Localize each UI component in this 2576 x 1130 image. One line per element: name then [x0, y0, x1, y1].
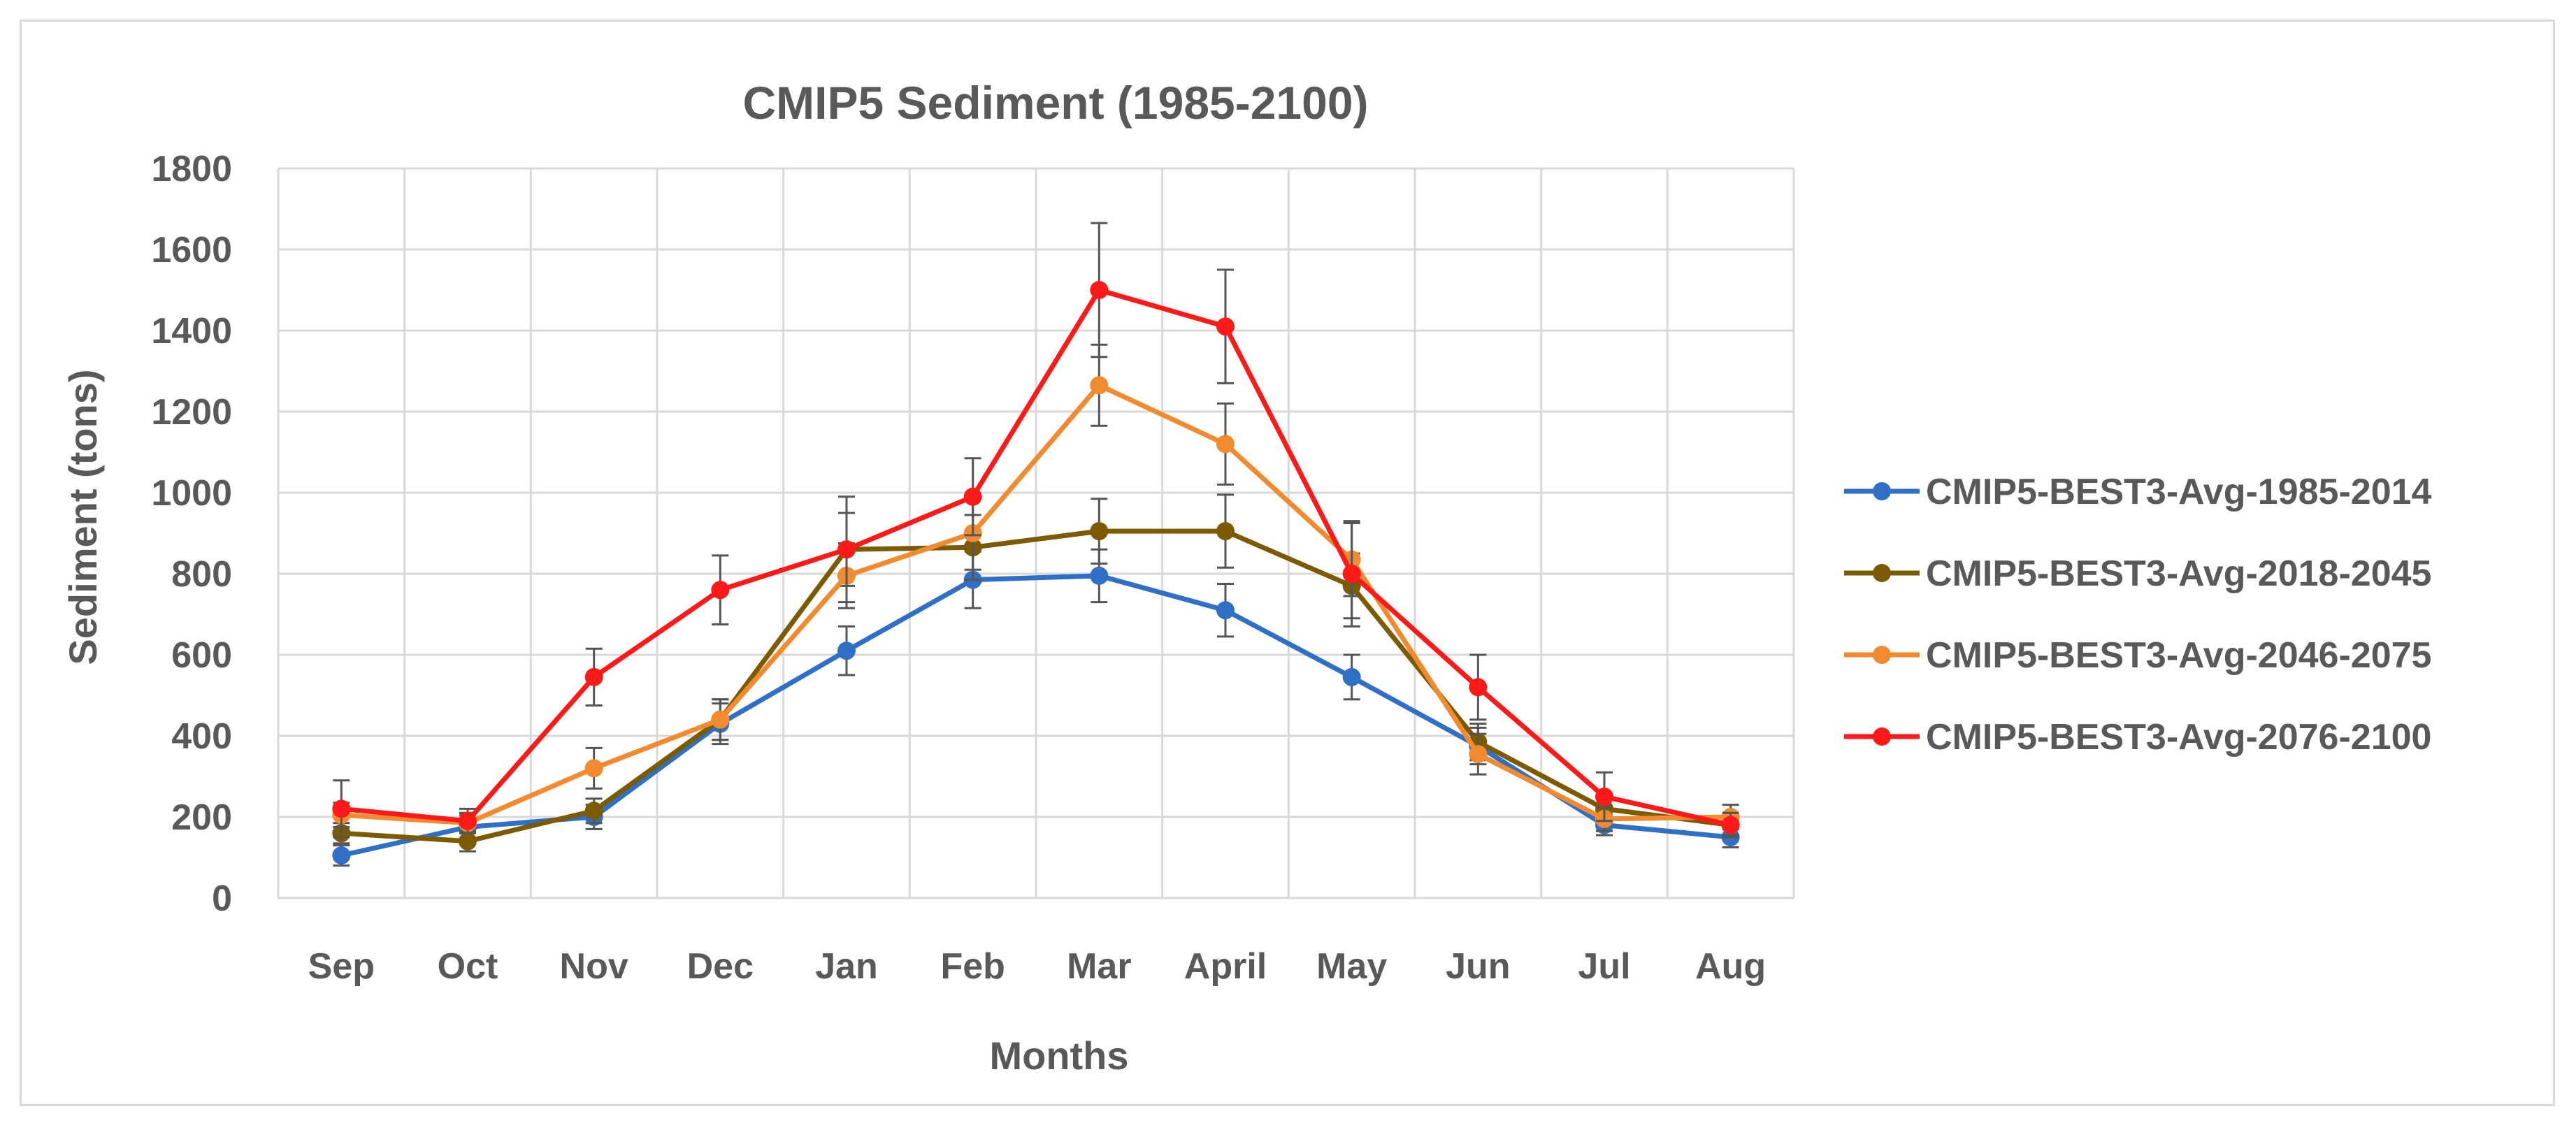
legend-swatch-marker: [1873, 564, 1891, 582]
y-tick-1200: 1200: [151, 392, 232, 433]
data-point-nov: [584, 667, 603, 686]
chart-frame: [20, 20, 2555, 1106]
y-tick-0: 0: [212, 878, 232, 919]
legend-swatch-marker: [1873, 646, 1891, 664]
data-point-jun: [1469, 678, 1488, 697]
data-point-dec: [711, 710, 730, 729]
legend-item-2: CMIP5-BEST3-Avg-2018-2045: [1844, 553, 2431, 594]
legend-label: CMIP5-BEST3-Avg-1985-2014: [1926, 472, 2432, 512]
data-point-jul: [1595, 788, 1613, 806]
x-tick-feb: Feb: [940, 946, 1005, 987]
y-tick-1000: 1000: [151, 473, 232, 514]
data-point-april: [1216, 522, 1235, 541]
x-tick-jun: Jun: [1446, 946, 1510, 987]
series-line: [341, 528, 1732, 844]
data-point-mar: [1090, 376, 1109, 395]
y-tick-800: 800: [171, 554, 232, 595]
data-point-nov: [584, 802, 603, 820]
x-tick-april: April: [1184, 946, 1267, 987]
chart-title: CMIP5 Sediment (1985-2100): [742, 77, 1368, 129]
data-point-may: [1342, 667, 1361, 686]
data-point-jan: [837, 642, 856, 660]
data-point-oct: [459, 811, 477, 830]
legend-label: CMIP5-BEST3-Avg-2076-2100: [1926, 717, 2431, 758]
y-tick-1400: 1400: [151, 311, 232, 352]
series-line: [341, 382, 1731, 826]
legend-label: CMIP5-BEST3-Avg-2018-2045: [1926, 553, 2431, 594]
legend: CMIP5-BEST3-Avg-1985-2014 CMIP5-BEST3-Avg…: [1844, 472, 2432, 758]
series-4: [332, 222, 1740, 839]
legend-item-3: CMIP5-BEST3-Avg-2046-2075: [1844, 635, 2431, 676]
legend-label: CMIP5-BEST3-Avg-2046-2075: [1926, 635, 2431, 676]
data-point-mar: [1090, 566, 1109, 585]
data-point-mar: [1090, 281, 1109, 299]
data-point-oct: [459, 832, 477, 850]
x-tick-jan: Jan: [815, 946, 878, 987]
y-tick-400: 400: [171, 716, 232, 757]
x-tick-dec: Dec: [687, 946, 754, 987]
series-line: [340, 573, 1732, 858]
grid-lines: [277, 167, 1795, 899]
series-group: [332, 222, 1740, 867]
data-point-april: [1216, 601, 1235, 620]
y-tick-1600: 1600: [151, 230, 232, 270]
data-point-april: [1216, 317, 1235, 336]
data-point-feb: [963, 487, 982, 506]
data-point-nov: [584, 759, 603, 778]
data-point-jan: [837, 540, 856, 559]
data-point-sep: [332, 799, 351, 818]
y-tick-200: 200: [171, 797, 232, 838]
data-point-april: [1216, 435, 1235, 454]
data-point-jun: [1469, 745, 1488, 764]
x-tick-aug: Aug: [1695, 946, 1766, 987]
data-point-sep: [332, 846, 351, 865]
y-tick-1800: 1800: [151, 149, 232, 189]
data-point-may: [1342, 565, 1361, 583]
x-tick-labels: Sep Oct Nov Dec Jan Feb Mar April May Jun Jul Aug: [308, 946, 1766, 987]
x-tick-sep: Sep: [308, 946, 375, 987]
x-tick-jul: Jul: [1578, 946, 1630, 987]
x-tick-may: May: [1316, 946, 1387, 987]
x-tick-mar: Mar: [1067, 946, 1131, 987]
legend-item-4: CMIP5-BEST3-Avg-2076-2100: [1844, 717, 2431, 758]
y-tick-labels: 0 200 400 600 800 1000 1200 1400 1600 1800: [151, 149, 232, 919]
legend-item-1: CMIP5-BEST3-Avg-1985-2014: [1844, 472, 2432, 512]
data-point-dec: [711, 581, 730, 600]
data-point-aug: [1721, 816, 1740, 834]
x-axis-title: Months: [989, 1034, 1128, 1078]
y-axis-title: Sediment (tons): [61, 369, 105, 665]
y-tick-600: 600: [171, 635, 232, 676]
legend-swatch-marker: [1873, 482, 1891, 500]
x-tick-oct: Oct: [438, 946, 498, 987]
x-tick-nov: Nov: [560, 946, 628, 987]
legend-swatch-marker: [1873, 727, 1891, 746]
data-point-mar: [1090, 522, 1109, 541]
series-line: [340, 287, 1732, 828]
